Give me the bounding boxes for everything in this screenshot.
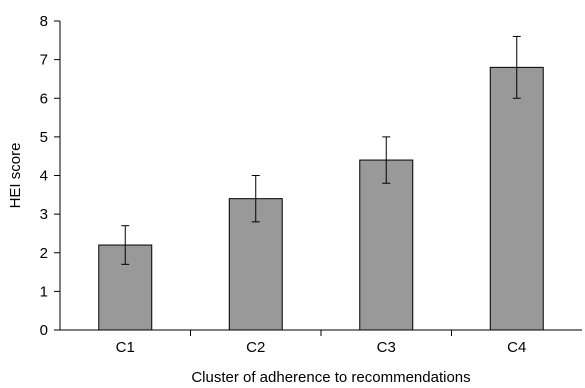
y-tick-label: 8: [40, 13, 48, 30]
x-tick-label: C3: [377, 339, 396, 356]
y-tick-label: 4: [40, 168, 48, 185]
y-tick-label: 0: [40, 322, 48, 339]
x-tick-label: C1: [116, 339, 135, 356]
bar: [489, 66, 544, 331]
y-axis: 0 1 2 3 4 5 6 7 8: [40, 13, 61, 339]
y-tick-label: 3: [40, 206, 48, 223]
error-bars: [121, 35, 521, 265]
y-tick-label: 7: [40, 52, 48, 69]
y-tick-label: 6: [40, 90, 48, 107]
bars: [98, 66, 544, 331]
x-axis: C1 C2 C3 C4: [60, 329, 582, 356]
x-tick-label: C2: [246, 339, 265, 356]
x-axis-label: Cluster of adherence to recommendations: [191, 369, 470, 386]
x-tick-label: C4: [507, 339, 526, 356]
bar: [359, 159, 414, 331]
y-tick-label: 1: [40, 283, 48, 300]
y-axis-label: HEI score: [7, 143, 24, 209]
y-tick-label: 2: [40, 245, 48, 262]
y-tick-label: 5: [40, 129, 48, 146]
